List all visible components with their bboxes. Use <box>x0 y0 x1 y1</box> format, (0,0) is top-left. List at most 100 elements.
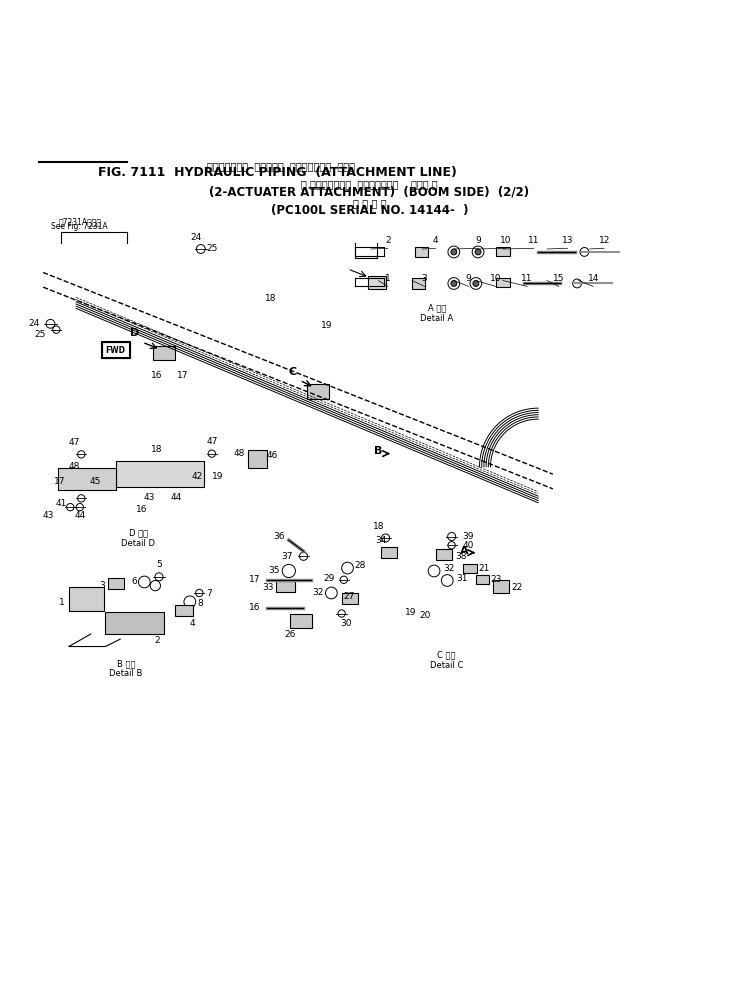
Text: 35: 35 <box>268 567 280 575</box>
Bar <box>493 580 509 593</box>
Text: 16: 16 <box>151 372 163 381</box>
Text: (2-ACTUATER ATTACHMENT)  (BOOM SIDE)  (2/2): (2-ACTUATER ATTACHMENT) (BOOM SIDE) (2/2… <box>209 185 530 198</box>
Text: 37: 37 <box>281 552 293 561</box>
Text: 23: 23 <box>491 575 502 584</box>
Text: 18: 18 <box>265 294 276 303</box>
Text: 3: 3 <box>100 581 106 590</box>
Text: 20: 20 <box>419 611 431 620</box>
Text: D: D <box>130 328 140 338</box>
Text: 32: 32 <box>313 588 324 597</box>
Circle shape <box>451 249 457 255</box>
Bar <box>248 450 267 468</box>
Text: 46: 46 <box>267 451 278 460</box>
Text: 14: 14 <box>588 275 599 283</box>
Text: 43: 43 <box>43 511 54 520</box>
Text: 44: 44 <box>75 511 86 520</box>
Bar <box>153 345 175 361</box>
Text: ２ アクチュエータ  アタッチメント    ブーム 側: ２ アクチュエータ アタッチメント ブーム 側 <box>302 179 437 189</box>
Text: 33: 33 <box>262 583 274 592</box>
Text: 2: 2 <box>154 635 160 644</box>
Text: 17: 17 <box>54 477 65 486</box>
Bar <box>368 276 386 289</box>
Text: B: B <box>375 446 383 456</box>
Text: 22: 22 <box>511 583 522 592</box>
Text: 19: 19 <box>212 472 223 481</box>
Text: 28: 28 <box>355 561 367 570</box>
Text: 1: 1 <box>59 598 65 607</box>
Bar <box>290 613 313 628</box>
Text: 9: 9 <box>475 237 481 246</box>
Text: 9: 9 <box>466 275 471 283</box>
Text: A: A <box>460 546 469 556</box>
Bar <box>497 247 510 256</box>
Bar <box>58 468 117 490</box>
Text: 13: 13 <box>562 237 573 246</box>
Text: FIG. 7111  HYDRAULIC PIPING  (ATTACHMENT LINE): FIG. 7111 HYDRAULIC PIPING (ATTACHMENT L… <box>98 166 457 179</box>
Text: 7: 7 <box>207 589 212 598</box>
Bar <box>435 549 452 560</box>
Bar <box>412 278 425 289</box>
Bar <box>106 612 164 634</box>
Text: 39: 39 <box>463 532 474 541</box>
Text: D 詳細
Detail D: D 詳細 Detail D <box>121 529 155 548</box>
Text: 18: 18 <box>151 445 163 453</box>
Text: 25: 25 <box>206 245 217 254</box>
Text: 21: 21 <box>478 564 489 573</box>
Text: 3: 3 <box>422 275 427 283</box>
Circle shape <box>451 281 457 286</box>
Bar <box>102 342 129 358</box>
Text: 26: 26 <box>285 629 296 638</box>
Text: 43: 43 <box>144 493 155 502</box>
Text: 36: 36 <box>273 532 285 541</box>
Text: 19: 19 <box>405 607 416 616</box>
Text: 47: 47 <box>206 437 217 446</box>
Text: 17: 17 <box>250 575 261 584</box>
Text: C: C <box>288 367 296 377</box>
Text: 2: 2 <box>385 237 391 246</box>
Text: 24: 24 <box>191 233 202 242</box>
Text: (PC100L SERIAL NO. 14144-  ): (PC100L SERIAL NO. 14144- ) <box>270 204 469 218</box>
Text: 4: 4 <box>190 618 195 627</box>
Text: 44: 44 <box>170 493 182 502</box>
Text: 34: 34 <box>375 537 386 546</box>
Text: 6: 6 <box>132 577 137 586</box>
Text: 38: 38 <box>455 552 467 561</box>
Text: FWD: FWD <box>106 345 126 354</box>
Text: 15: 15 <box>553 275 565 283</box>
Text: 8: 8 <box>197 599 203 608</box>
Bar <box>415 247 428 257</box>
Bar <box>307 384 329 399</box>
Text: 30: 30 <box>340 619 352 628</box>
Text: 16: 16 <box>137 505 148 514</box>
Text: 19: 19 <box>321 320 333 329</box>
Bar <box>117 461 205 486</box>
Bar <box>476 575 489 584</box>
Bar <box>69 587 104 610</box>
Text: 32: 32 <box>443 564 454 573</box>
Text: A 詳細
Detail A: A 詳細 Detail A <box>420 303 454 322</box>
Text: 12: 12 <box>599 237 610 246</box>
Text: 11: 11 <box>528 237 539 246</box>
Text: 第7231A図参照: 第7231A図参照 <box>58 218 101 227</box>
Text: 31: 31 <box>456 574 468 583</box>
Bar <box>276 580 295 591</box>
Text: 48: 48 <box>68 461 80 470</box>
Text: 適 用 号 機: 適 用 号 機 <box>353 198 386 207</box>
Text: C 詳細
Detail C: C 詳細 Detail C <box>430 651 463 670</box>
Bar <box>108 578 124 589</box>
Text: 25: 25 <box>34 330 45 339</box>
Text: 16: 16 <box>250 603 261 612</box>
Text: B 詳細
Detail B: B 詳細 Detail B <box>109 659 143 679</box>
Text: 45: 45 <box>89 477 101 486</box>
Text: 41: 41 <box>56 499 67 508</box>
Text: 4: 4 <box>433 237 438 246</box>
Text: 42: 42 <box>191 472 202 481</box>
Text: 27: 27 <box>344 592 355 601</box>
Text: 47: 47 <box>68 438 80 447</box>
Text: 10: 10 <box>490 275 501 283</box>
Bar <box>381 547 397 558</box>
Text: 40: 40 <box>463 541 474 550</box>
Text: 5: 5 <box>156 560 162 569</box>
Bar <box>497 278 510 287</box>
Text: 24: 24 <box>28 319 39 328</box>
